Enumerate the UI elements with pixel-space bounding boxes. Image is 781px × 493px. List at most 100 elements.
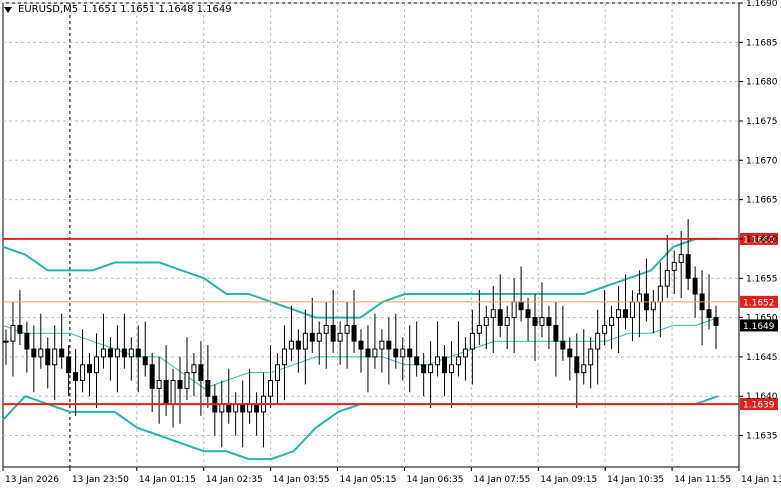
level-tag (740, 398, 778, 411)
y-tick-label: 1.1640 (746, 392, 778, 402)
dropdown-triangle-icon[interactable] (4, 6, 12, 13)
candle-body (657, 285, 663, 303)
candle-body (581, 364, 587, 374)
candle-body (400, 348, 406, 358)
candle-body (393, 348, 399, 358)
candle-body (281, 348, 287, 366)
candle-body (17, 324, 23, 334)
candle-body (560, 340, 566, 350)
candle-body (706, 309, 712, 319)
candle-body (309, 332, 315, 342)
candle-body (525, 309, 531, 319)
candle-body (448, 364, 454, 374)
x-tick-label: 14 Jan 03:55 (273, 475, 330, 485)
candle-body (316, 332, 322, 342)
candle-body (490, 309, 496, 319)
candle-body (636, 293, 642, 303)
candle-body (149, 364, 155, 389)
candle-body (219, 403, 225, 413)
x-tick-label: 14 Jan 02:35 (206, 475, 263, 485)
horizontal-levels[interactable]: 1.1660 1.1652 1.1639 1.1649 (3, 232, 778, 411)
candle-body (87, 364, 93, 374)
y-tick-label: 1.1665 (746, 196, 778, 206)
candle-body (421, 364, 427, 374)
x-tick-label: 14 Jan 09:15 (540, 475, 597, 485)
candle-body (288, 340, 294, 350)
level-tag-label: 1.1652 (743, 298, 775, 308)
candle-body (247, 403, 253, 413)
candle-body (629, 301, 635, 319)
ohlc-values: 1.1651 1.1651 1.1648 1.1649 (82, 4, 232, 15)
candle-body (73, 372, 79, 381)
candle-body (365, 348, 371, 358)
candle-body (330, 324, 336, 342)
candle-body (678, 254, 684, 264)
candle-body (10, 324, 16, 342)
candle-body (268, 379, 274, 397)
candle-body (31, 348, 37, 358)
candle-body (428, 364, 434, 374)
candle-body (692, 277, 698, 295)
candle-body (93, 356, 99, 374)
candle-body (59, 348, 65, 358)
candle-body (226, 403, 232, 413)
x-tick-label: 14 Jan 10:35 (607, 475, 664, 485)
candle-body (24, 332, 30, 350)
candle-body (254, 403, 260, 413)
candle-body (205, 379, 211, 397)
candle-body (414, 356, 420, 366)
candle-body (553, 324, 559, 342)
grid (2, 2, 740, 468)
candle-body (713, 317, 719, 326)
y-tick-label: 1.1655 (746, 274, 778, 284)
candle-body (671, 262, 677, 271)
candle-body (476, 324, 482, 334)
y-tick-label: 1.1670 (746, 156, 778, 166)
candle-body (595, 332, 601, 350)
candle-body (532, 317, 538, 326)
candle-body (462, 348, 468, 358)
candle-body (609, 317, 615, 326)
candle-body (114, 348, 120, 358)
candle-body (323, 324, 329, 334)
candle-body (344, 324, 350, 334)
y-tick-label: 1.1650 (746, 314, 778, 324)
candle-body (386, 340, 392, 350)
candle-body (650, 301, 656, 311)
candle-body (351, 324, 357, 342)
candle-body (567, 348, 573, 358)
candle-body (52, 348, 58, 366)
x-tick-label: 14 Jan 01:15 (139, 475, 196, 485)
candle-body (685, 254, 691, 279)
candle-body (616, 309, 622, 319)
candle-body (574, 356, 580, 374)
candles (3, 219, 719, 448)
candle-body (3, 340, 9, 343)
candle-body (295, 340, 301, 350)
y-tick-label: 1.1635 (746, 432, 778, 442)
level-tag-label: 1.1660 (743, 235, 775, 245)
candle-body (240, 403, 246, 413)
symbol-timeframe: EURUSD,M5 (18, 4, 79, 15)
candle-body (100, 348, 106, 358)
candle-body (156, 379, 162, 389)
y-tick-label: 1.1660 (746, 235, 778, 245)
lower-band-line (2, 395, 719, 461)
level-tag (740, 232, 778, 245)
candle-body (539, 317, 545, 326)
x-tick-label: 14 Jan 06:35 (406, 475, 463, 485)
candle-body (45, 348, 51, 366)
x-tick-label: 13 Jan 2026 (5, 475, 59, 485)
candle-body (135, 348, 141, 358)
candle-body (184, 372, 190, 389)
candle-body (358, 340, 364, 350)
plot-frame (2, 2, 740, 468)
level-tag-label: 1.1639 (743, 401, 775, 411)
y-tick-label: 1.1680 (746, 78, 778, 88)
y-tick-label: 1.1645 (746, 353, 778, 363)
candle-body (233, 403, 239, 413)
candle-body (121, 348, 127, 358)
candle-body (128, 348, 134, 358)
